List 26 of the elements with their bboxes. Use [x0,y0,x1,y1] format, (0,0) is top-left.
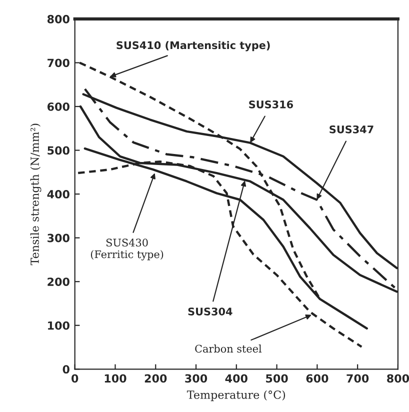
y-tick-label: 500 [48,146,70,155]
y-tick-label: 800 [47,14,70,24]
y-axis-title: Tensile strength (N/mm²) [30,124,42,266]
x-tick-label: 400 [225,374,248,383]
y-tick-label: 100 [48,321,70,330]
annotation: SUS430 (Ferritic type) [90,238,164,260]
annotation: SUS316 [249,100,294,108]
x-tick-label: 700 [346,374,369,383]
annotation: SUS304 [188,308,232,316]
y-tick-label: 600 [47,102,70,111]
annotation: SUS410 (Martensitic type) [116,41,270,52]
annotation: SUS347 [330,125,374,134]
x-tick-label: 300 [185,374,208,383]
x-tick-label: 100 [104,374,126,383]
x-tick-label: 600 [306,374,328,383]
x-tick-label: 800 [387,374,409,383]
y-tick-label: 300 [48,234,70,242]
y-tick-label: 700 [48,58,70,68]
y-tick-label: 400 [47,190,70,198]
x-tick-label: 500 [266,374,288,383]
annotation: Carbon steel [195,344,262,353]
x-tick-label: 200 [144,374,167,383]
y-tick-label: 0 [62,365,70,374]
x-tick-label: 0 [72,374,78,383]
x-axis-title: Temperature (°C) [186,390,286,402]
y-tick-label: 200 [48,278,70,286]
